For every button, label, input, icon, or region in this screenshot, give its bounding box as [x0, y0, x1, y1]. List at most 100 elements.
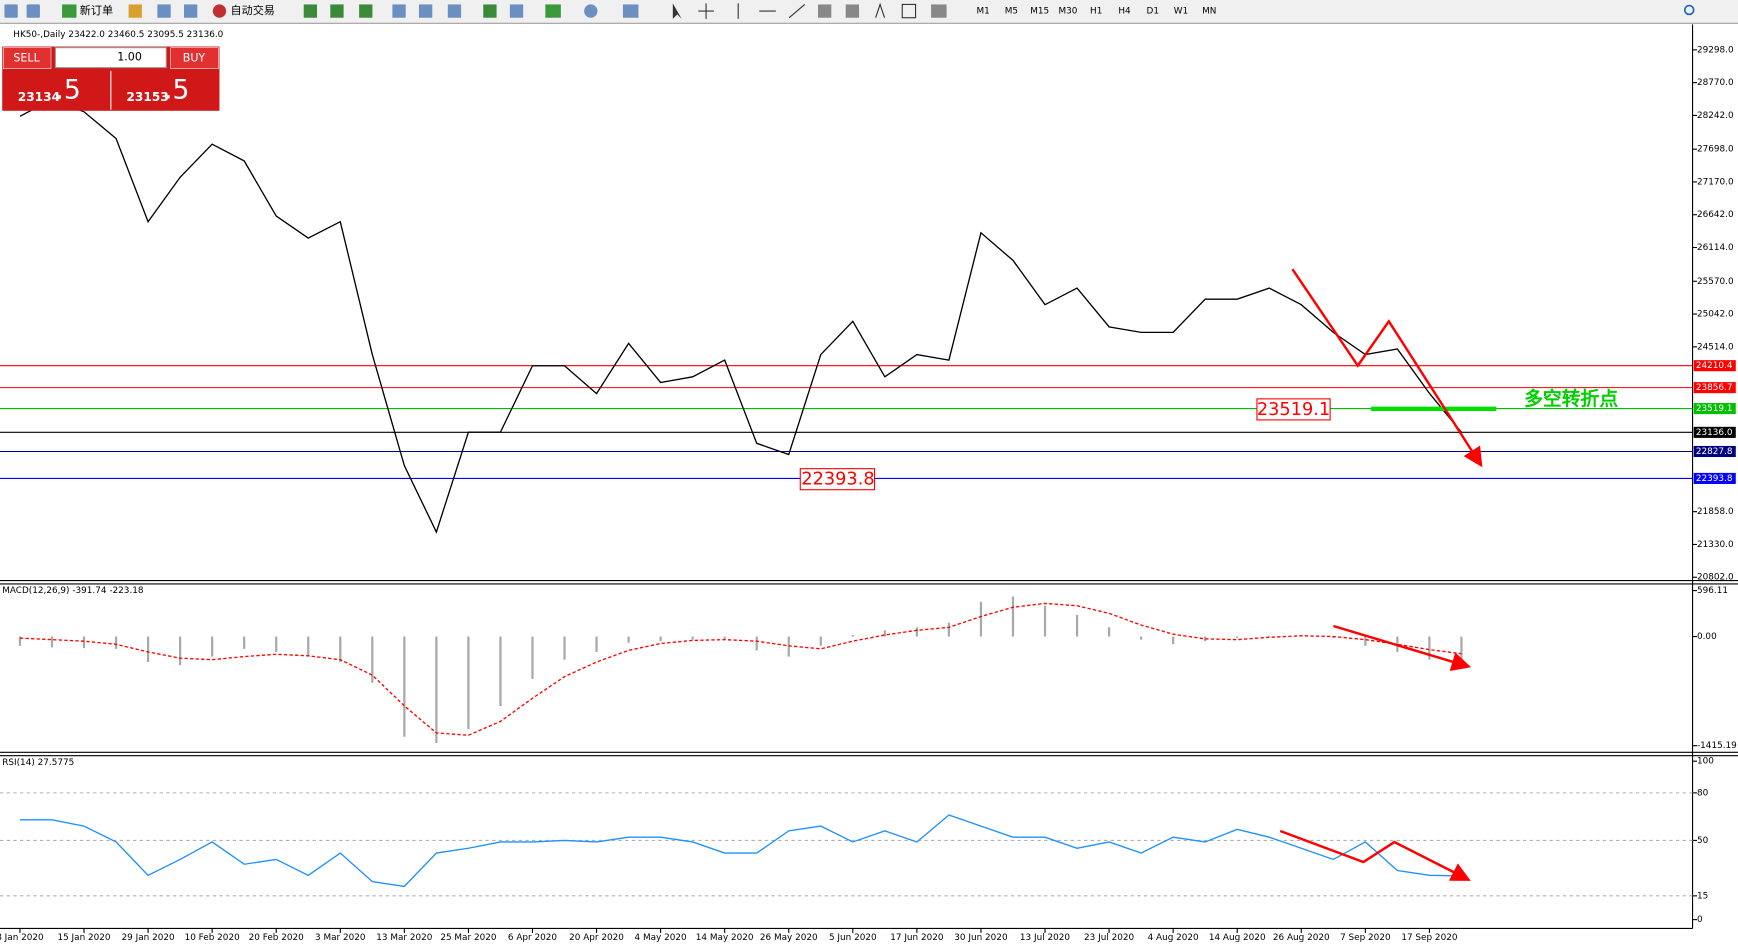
- y-tick-label: 50: [1697, 836, 1709, 846]
- buy-label[interactable]: BUY: [183, 52, 206, 65]
- buy-price[interactable]: 23153: [126, 90, 168, 104]
- toolbar: [0, 0, 1738, 24]
- search-icon[interactable]: [1683, 4, 1695, 16]
- lots-input[interactable]: [54, 47, 167, 69]
- timeframe-button[interactable]: M5: [1005, 7, 1018, 17]
- auto-trading-button[interactable]: 自动交易: [231, 3, 275, 17]
- timeframe-button[interactable]: H4: [1118, 7, 1131, 17]
- x-tick-label: 17 Jun 2020: [890, 933, 944, 943]
- x-tick-label: 15 Jan 2020: [57, 933, 110, 943]
- timeframe-button[interactable]: H1: [1090, 7, 1102, 17]
- chart-title: HK50-,Daily 23422.0 23460.5 23095.5 2313…: [13, 30, 223, 40]
- y-tick-label: 28242.0: [1697, 111, 1734, 121]
- x-tick-label: 23 Jul 2020: [1084, 933, 1135, 943]
- annotation-text: 22393.8: [801, 470, 874, 490]
- icon[interactable]: [483, 4, 497, 18]
- icon[interactable]: [447, 4, 462, 18]
- one-click-trading: SELL 1.00 BUY 23134 .5 23153 .5: [2, 46, 220, 111]
- price-level-label: 22393.8: [1696, 474, 1733, 484]
- icon[interactable]: [26, 4, 40, 18]
- signal-line: [19, 602, 1462, 736]
- icon[interactable]: [183, 4, 198, 18]
- icon[interactable]: [128, 4, 142, 18]
- icon[interactable]: [418, 4, 433, 18]
- trend-arrows: [1279, 268, 1483, 881]
- y-tick-label: 28770.0: [1697, 78, 1734, 88]
- y-tick-label: 15: [1697, 891, 1708, 901]
- macd-arrow: [1333, 624, 1472, 672]
- x-tick-label: 7 Sep 2020: [1340, 933, 1391, 943]
- annotation-box: [799, 468, 876, 491]
- y-tick-label: 100: [1697, 757, 1714, 767]
- annotation-text: 多空转折点: [1524, 387, 1618, 410]
- x-tick-label: 4 May 2020: [635, 933, 688, 943]
- icon[interactable]: [788, 4, 806, 19]
- annotation-text: 23519.1: [1257, 400, 1330, 420]
- buy-button[interactable]: [170, 47, 219, 69]
- price-level-tag: [1693, 360, 1736, 372]
- x-tick-label: 6 Apr 2020: [508, 933, 558, 943]
- icon[interactable]: [698, 3, 714, 19]
- timeframe-button[interactable]: W1: [1174, 7, 1188, 17]
- icon[interactable]: [62, 4, 77, 18]
- icon[interactable]: [303, 4, 318, 18]
- price-level-tag: [1693, 472, 1736, 484]
- timeframe-button[interactable]: M15: [1030, 7, 1049, 17]
- x-tick-label: 20 Apr 2020: [569, 933, 624, 943]
- x-tick-label: 14 Aug 2020: [1209, 933, 1266, 943]
- icon[interactable]: [672, 3, 682, 19]
- price-level-tag: [1693, 426, 1736, 438]
- sell-label[interactable]: SELL: [13, 52, 40, 65]
- sell-button[interactable]: [3, 47, 52, 69]
- y-tick-label: 20802.0: [1697, 573, 1734, 583]
- x-tick-label: 14 May 2020: [696, 933, 754, 943]
- icon[interactable]: [4, 4, 18, 18]
- lots-value[interactable]: 1.00: [117, 51, 142, 64]
- annotation-box: [1256, 398, 1331, 421]
- icon[interactable]: [818, 4, 832, 18]
- icon[interactable]: [212, 4, 227, 18]
- icon[interactable]: [931, 4, 947, 18]
- rsi-arrow: [1279, 829, 1471, 881]
- timeframe-button[interactable]: D1: [1147, 7, 1159, 17]
- sell-price-pips[interactable]: .5: [55, 74, 80, 105]
- new-order-button[interactable]: 新订单: [80, 3, 113, 17]
- y-tick-label: 0.00: [1697, 632, 1717, 642]
- x-tick-label: 13 Mar 2020: [376, 933, 433, 943]
- price-level-label: 24210.4: [1696, 361, 1733, 371]
- x-tick-label: 5 Jun 2020: [829, 933, 877, 943]
- sell-price[interactable]: 23134: [18, 90, 60, 104]
- price-level-tag: [1693, 445, 1736, 458]
- x-tick-label: 26 Aug 2020: [1273, 933, 1330, 943]
- icon[interactable]: [359, 4, 373, 18]
- timeframe-button[interactable]: M1: [977, 7, 990, 17]
- y-tick-label: 24514.0: [1697, 342, 1734, 352]
- x-tick-label: 20 Feb 2020: [249, 933, 305, 943]
- icon[interactable]: [845, 4, 860, 18]
- icon[interactable]: [584, 4, 598, 18]
- price-line: [19, 98, 1462, 534]
- icon[interactable]: [330, 4, 344, 18]
- timeframe-button[interactable]: M30: [1058, 7, 1077, 17]
- icon[interactable]: [509, 4, 524, 18]
- price-level-label: 22827.8: [1696, 447, 1733, 457]
- y-tick-label: 29298.0: [1697, 45, 1734, 55]
- y-tick-label: 21330.0: [1697, 540, 1734, 550]
- timeframes: M1 M5 M15 M30 H1 H4 D1 W1 MN: [977, 7, 1217, 17]
- icon[interactable]: [157, 4, 171, 18]
- y-tick-label: 21858.0: [1697, 507, 1734, 517]
- icon[interactable]: [545, 4, 561, 18]
- y-tick-label: 25570.0: [1697, 277, 1734, 287]
- price-line: [19, 814, 1462, 888]
- x-tick-label: 4 Aug 2020: [1148, 933, 1199, 943]
- icon[interactable]: [901, 3, 917, 19]
- icon[interactable]: [875, 2, 886, 18]
- icon[interactable]: [392, 4, 406, 18]
- icon[interactable]: [622, 4, 639, 18]
- price-level-label: 23856.7: [1696, 383, 1733, 393]
- y-tick-label: 0: [1697, 915, 1703, 925]
- timeframe-button[interactable]: MN: [1202, 7, 1216, 17]
- buy-price-pips[interactable]: .5: [164, 74, 189, 105]
- price-arrow: [1291, 268, 1483, 468]
